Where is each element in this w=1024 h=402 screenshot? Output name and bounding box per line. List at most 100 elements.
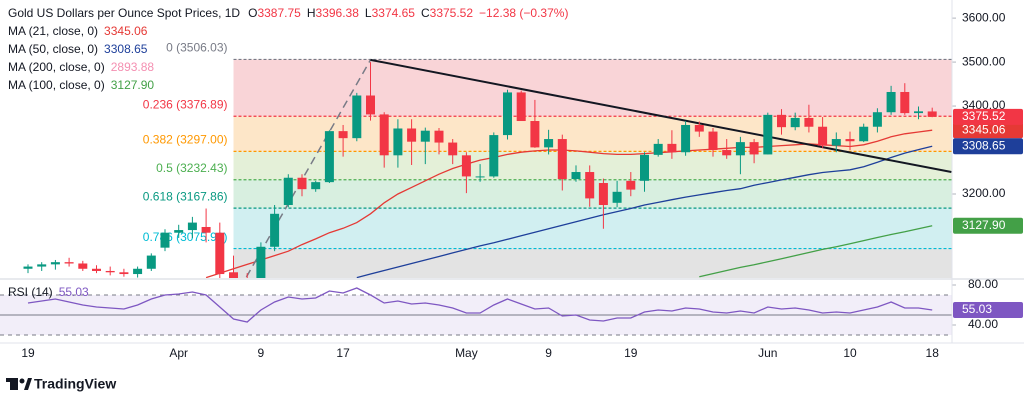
x-tick-label: Jun <box>758 346 777 360</box>
rsi-legend: RSI (14) 55.03 <box>8 285 89 299</box>
candle-body <box>420 130 430 142</box>
price-badge <box>953 301 1023 318</box>
price-badge <box>953 138 1023 155</box>
x-tick-label: 10 <box>843 346 857 360</box>
candle-body <box>886 91 896 113</box>
candle-body <box>681 124 691 153</box>
candle-body <box>78 263 88 269</box>
moving-average-line <box>356 145 933 278</box>
candle-body <box>324 131 334 183</box>
fib-label: 0 (3506.03) <box>166 41 227 55</box>
candle-body <box>694 124 704 132</box>
logo: TradingView <box>6 376 116 392</box>
candle-body <box>653 143 663 155</box>
price-badge-label: 55.03 <box>962 302 992 316</box>
x-tick-label: 18 <box>926 346 940 360</box>
x-tick-label: 9 <box>258 346 265 360</box>
candle-body <box>804 117 814 127</box>
candle-body <box>708 131 718 151</box>
fib-zone <box>233 59 952 117</box>
candle-body <box>352 95 362 139</box>
candle-body <box>119 272 129 275</box>
candle-body <box>544 139 554 148</box>
y-tick-label: 3600.00 <box>962 10 1006 24</box>
candle-body <box>475 176 485 178</box>
legend-entry: MA (200, close, 0) 2893.88 <box>8 60 154 74</box>
candle-body <box>146 255 156 269</box>
candle-body <box>640 154 649 181</box>
logo-mark <box>6 378 18 382</box>
candle-body <box>160 232 170 248</box>
candle-body <box>270 213 280 247</box>
candle-body <box>297 177 307 190</box>
x-tick-label: May <box>455 346 478 360</box>
legend-name: MA (200, close, 0) <box>8 60 105 74</box>
fib-label: 0.5 (3232.43) <box>156 161 227 175</box>
candle-body <box>626 180 636 190</box>
candle-body <box>598 183 608 206</box>
ohlc-value: 3374.65 <box>372 6 416 20</box>
fib-anchor-line <box>244 59 372 278</box>
candle-body <box>516 92 526 122</box>
candle-body <box>735 142 745 156</box>
rsi-value: 55.03 <box>59 285 89 299</box>
candle-body <box>872 112 882 127</box>
candle-body <box>585 172 595 199</box>
candle-body <box>37 264 47 267</box>
candle-body <box>393 128 403 156</box>
candle-body <box>667 143 677 153</box>
candle-body <box>845 139 855 142</box>
candle-body <box>407 128 417 142</box>
legend-value: 3308.65 <box>104 42 148 56</box>
candle-body <box>927 111 937 117</box>
candle-body <box>489 135 499 177</box>
ohlc-value: 3396.38 <box>316 6 360 20</box>
candle-body <box>448 142 458 156</box>
fib-label: 0.618 (3167.86) <box>143 189 228 203</box>
candle-body <box>64 262 74 264</box>
fib-zone <box>233 208 952 249</box>
fib-label: 0.382 (3297.00) <box>143 133 228 147</box>
candle-body <box>256 246 266 278</box>
price-badge <box>953 217 1023 234</box>
chart-title: Gold US Dollars per Ounce Spot Prices, 1… <box>8 6 240 20</box>
candle-body <box>174 230 184 233</box>
candle-body <box>50 262 60 265</box>
candle-body <box>229 272 238 278</box>
candle-body <box>914 111 923 114</box>
price-badge-label: 3308.65 <box>962 138 1006 152</box>
candle-body <box>311 182 321 190</box>
candle-body <box>105 270 115 273</box>
trendline <box>370 58 952 174</box>
candle-body <box>900 91 910 114</box>
candle-body <box>503 92 512 136</box>
candle-body <box>133 268 143 275</box>
candle-body <box>461 155 471 177</box>
x-tick-label: 19 <box>624 346 638 360</box>
legend-name: MA (100, close, 0) <box>8 78 105 92</box>
y-tick-label: 3400.00 <box>962 98 1006 112</box>
x-tick-label: 19 <box>21 346 35 360</box>
candle-body <box>790 117 800 128</box>
candle-body <box>777 114 786 128</box>
candle-body <box>366 95 375 115</box>
rsi-tick-label: 40.00 <box>968 317 998 331</box>
x-tick-label: Apr <box>169 346 188 360</box>
legend-value: 3345.06 <box>104 24 148 38</box>
candle-body <box>215 232 225 275</box>
candle-body <box>434 130 444 143</box>
ohlc-label: L <box>365 6 372 20</box>
logo-mark <box>19 378 25 384</box>
legend-value: 3127.90 <box>111 78 155 92</box>
price-badge-label: 3127.90 <box>962 218 1006 232</box>
change-value: −12.38 (−0.37%) <box>479 6 568 20</box>
logo-text: TradingView <box>34 376 116 392</box>
candle-body <box>818 126 828 146</box>
y-tick-label: 3200.00 <box>962 186 1006 200</box>
candle-body <box>859 126 869 142</box>
price-pane: 0 (3506.03) 0.236 (3376.89) 0.382 (3297.00… <box>23 41 952 278</box>
candle-body <box>338 131 348 139</box>
ohlc-label: O <box>248 6 257 20</box>
